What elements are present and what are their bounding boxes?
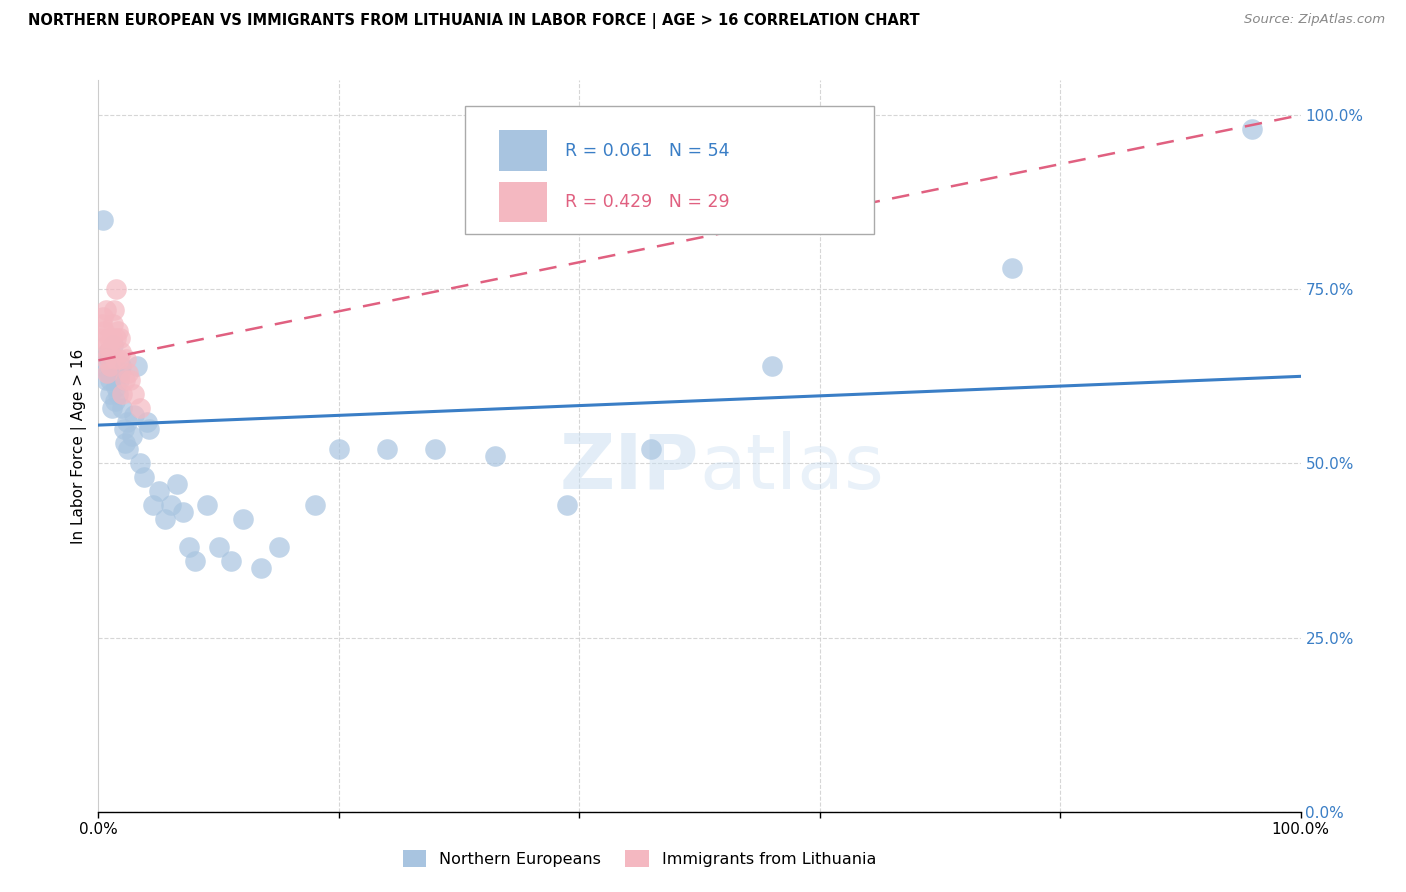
Point: [105, 282, 128, 296]
Point: [96, 338, 118, 352]
Point: [183, 554, 205, 568]
Text: ZIP: ZIP: [560, 431, 700, 505]
Point: [90, 359, 112, 373]
Point: [97, 345, 120, 359]
Point: [132, 470, 155, 484]
FancyBboxPatch shape: [465, 106, 873, 234]
FancyBboxPatch shape: [499, 181, 547, 222]
Point: [129, 457, 152, 471]
Point: [423, 442, 446, 457]
Legend: Northern Europeans, Immigrants from Lithuania: Northern Europeans, Immigrants from Lith…: [396, 844, 883, 873]
Point: [94, 373, 117, 387]
Point: [100, 359, 122, 373]
Point: [94, 303, 117, 318]
Point: [101, 338, 124, 352]
Text: NORTHERN EUROPEAN VS IMMIGRANTS FROM LITHUANIA IN LABOR FORCE | AGE > 16 CORRELA: NORTHERN EUROPEAN VS IMMIGRANTS FROM LIT…: [28, 13, 920, 29]
Point: [110, 345, 132, 359]
Point: [114, 373, 136, 387]
Point: [761, 359, 783, 373]
Point: [208, 540, 231, 554]
Point: [107, 324, 129, 338]
Point: [129, 401, 152, 415]
Point: [135, 415, 157, 429]
Y-axis label: In Labor Force | Age > 16: In Labor Force | Age > 16: [72, 349, 87, 543]
Point: [97, 345, 120, 359]
Point: [138, 421, 160, 435]
Point: [232, 512, 254, 526]
Point: [103, 359, 125, 373]
Text: R = 0.061   N = 54: R = 0.061 N = 54: [565, 142, 730, 160]
Point: [100, 331, 122, 345]
Point: [117, 415, 139, 429]
Point: [1241, 122, 1264, 136]
Point: [640, 442, 662, 457]
Point: [117, 442, 139, 457]
Point: [103, 366, 125, 380]
Point: [249, 561, 271, 575]
Point: [100, 386, 122, 401]
Point: [94, 351, 117, 366]
Point: [112, 421, 135, 435]
Point: [104, 351, 127, 366]
Point: [124, 408, 146, 422]
Point: [118, 373, 141, 387]
Point: [125, 359, 148, 373]
Point: [97, 366, 120, 380]
Point: [105, 380, 128, 394]
Point: [141, 498, 163, 512]
Point: [104, 393, 127, 408]
Point: [117, 366, 139, 380]
Point: [108, 366, 131, 380]
Point: [195, 498, 218, 512]
Text: atlas: atlas: [700, 431, 884, 505]
Point: [124, 386, 146, 401]
Point: [1001, 261, 1024, 276]
Point: [111, 386, 134, 401]
Point: [101, 317, 124, 331]
Point: [108, 351, 131, 366]
Point: [484, 450, 506, 464]
Point: [328, 442, 350, 457]
Point: [375, 442, 398, 457]
Point: [98, 331, 121, 345]
Point: [96, 366, 118, 380]
Point: [111, 401, 134, 415]
Point: [100, 373, 122, 387]
Point: [107, 386, 129, 401]
Point: [555, 498, 578, 512]
Text: Source: ZipAtlas.com: Source: ZipAtlas.com: [1244, 13, 1385, 27]
Point: [172, 505, 194, 519]
Point: [103, 303, 125, 318]
Point: [91, 310, 114, 325]
Point: [304, 498, 326, 512]
Point: [108, 373, 131, 387]
Point: [93, 324, 115, 338]
Point: [110, 359, 132, 373]
Point: [159, 498, 181, 512]
Point: [121, 428, 143, 442]
Point: [108, 331, 131, 345]
Point: [91, 317, 114, 331]
Point: [166, 477, 188, 491]
Point: [114, 435, 136, 450]
Point: [267, 540, 290, 554]
Point: [115, 351, 138, 366]
Point: [100, 345, 122, 359]
Point: [100, 401, 122, 415]
Point: [90, 331, 112, 345]
Text: R = 0.429   N = 29: R = 0.429 N = 29: [565, 193, 730, 211]
Point: [219, 554, 242, 568]
FancyBboxPatch shape: [499, 130, 547, 170]
Point: [153, 512, 176, 526]
Point: [148, 484, 170, 499]
Point: [98, 351, 121, 366]
Point: [105, 331, 128, 345]
Point: [91, 212, 114, 227]
Point: [177, 540, 200, 554]
